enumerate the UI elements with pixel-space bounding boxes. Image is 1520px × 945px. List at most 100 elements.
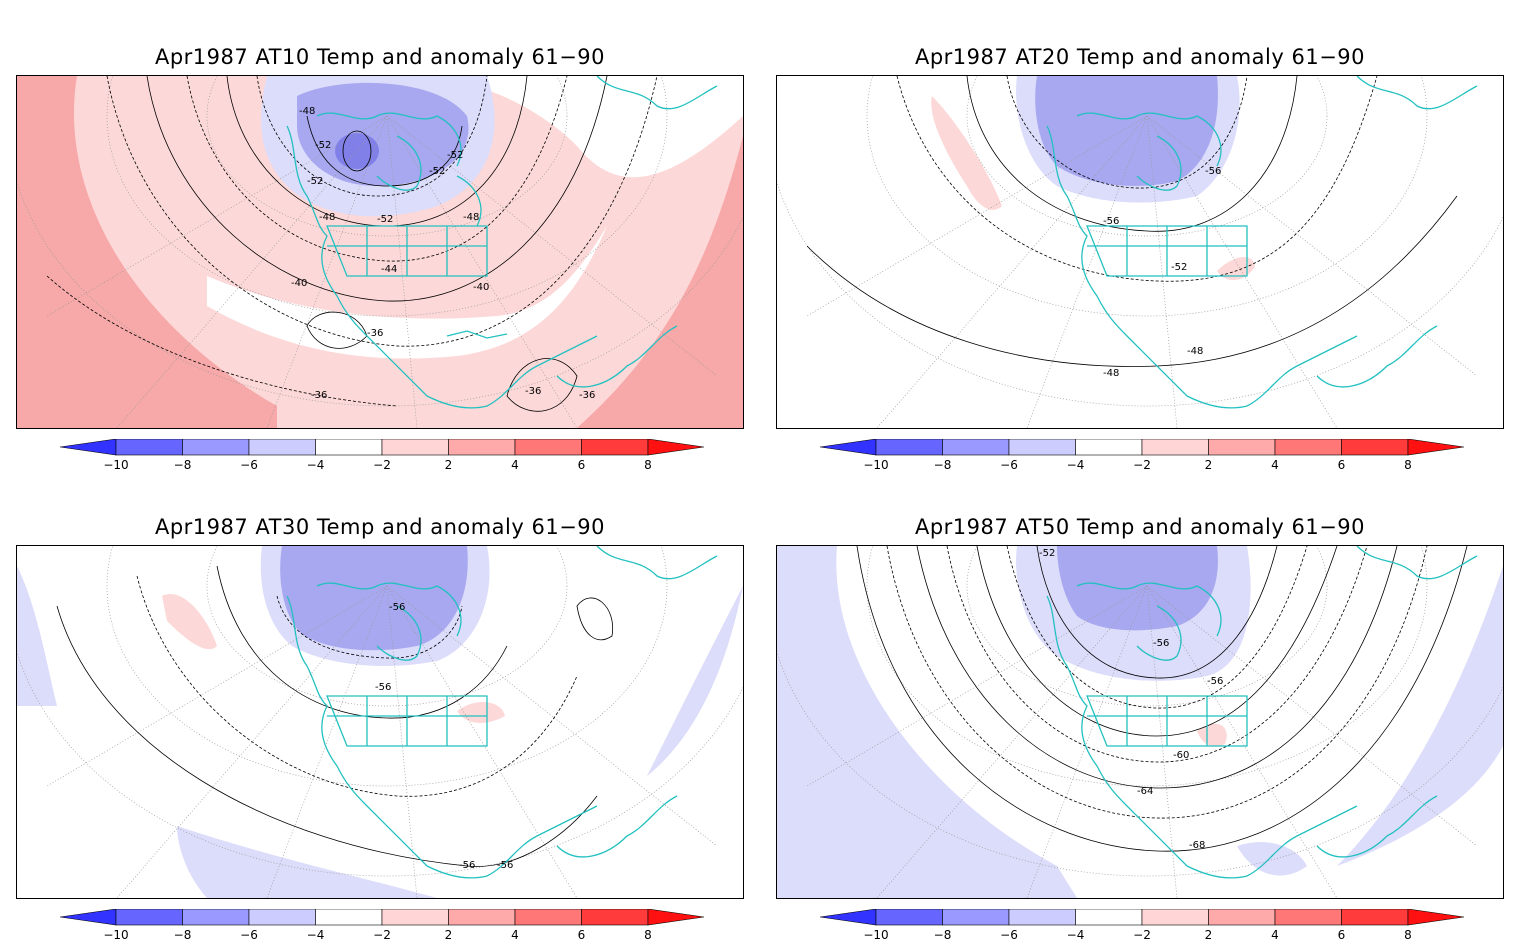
- cold-anomaly-region: [177, 826, 437, 898]
- colorbar-tick-label: 4: [511, 458, 519, 472]
- colorbar-tick-label: 2: [1205, 928, 1213, 942]
- colorbar-swatch: [1274, 439, 1342, 456]
- colorbar-swatch: [820, 909, 877, 926]
- colorbar-swatch: [182, 439, 250, 456]
- coastlines: [1046, 546, 1478, 879]
- map-frame: -48 -52 -52 -52 -52 -48 -52 -48 -44 -40 …: [16, 75, 744, 429]
- colorbar-swatch: [1208, 909, 1276, 926]
- colorbar-tick-label: −6: [240, 928, 258, 942]
- colorbar-swatch: [647, 439, 704, 456]
- warm-anomaly-region: [1217, 256, 1255, 281]
- contour-label: -52: [1039, 548, 1055, 559]
- colorbar-swatch: [1407, 439, 1464, 456]
- contours: [856, 546, 1468, 852]
- contour-label: -60: [1173, 750, 1189, 761]
- colorbar-swatch: [381, 909, 449, 926]
- colorbar: −10−8−6−4−2246810: [820, 909, 1464, 942]
- colorbar-swatches: −10−8−6−4−2246810: [820, 909, 1464, 942]
- colorbar-tick-label: −4: [1067, 928, 1085, 942]
- colorbar-tick-label: 2: [445, 458, 453, 472]
- contour-label: -36: [579, 390, 595, 401]
- contour-label: -68: [1189, 840, 1205, 851]
- colorbar-tick-label: −2: [373, 928, 391, 942]
- colorbar-swatch: [1141, 909, 1209, 926]
- cold-anomaly-region: [1057, 546, 1218, 631]
- contour-label: -52: [315, 140, 331, 151]
- colorbar-tick-label: 2: [1205, 458, 1213, 472]
- contour-label: -36: [525, 386, 541, 397]
- colorbar-tick-label: −6: [1000, 458, 1018, 472]
- colorbar: −10−8−6−4−2246810: [820, 439, 1464, 472]
- contour-label: -56: [459, 860, 475, 871]
- cold-anomaly-region: [1237, 842, 1307, 876]
- panel-title: Apr1987 AT10 Temp and anomaly 61−90: [154, 45, 606, 69]
- colorbar-tick-label: −10: [103, 458, 128, 472]
- colorbar-swatch: [448, 439, 516, 456]
- colorbar-tick-label: −8: [934, 458, 952, 472]
- contour-label: -56: [1205, 166, 1221, 177]
- cold-anomaly-region: [647, 586, 743, 776]
- colorbar-swatch: [942, 909, 1010, 926]
- colorbar-tick-label: −4: [307, 458, 325, 472]
- colorbar-swatch: [581, 439, 649, 456]
- contour-label: -56: [1207, 676, 1223, 687]
- contour-label-group: -56 -56 -52 -48 -48: [1103, 166, 1221, 379]
- colorbar-swatch: [381, 439, 449, 456]
- colorbar-swatch: [182, 909, 250, 926]
- colorbar-tick-label: −6: [240, 458, 258, 472]
- contour-label: -56: [375, 682, 391, 693]
- contour-label: -52: [307, 176, 323, 187]
- colorbar-swatch: [1008, 909, 1076, 926]
- warm-anomaly-band-strong: [17, 76, 277, 428]
- colorbar-tick-label: 4: [511, 928, 519, 942]
- colorbar-tick-label: −6: [1000, 928, 1018, 942]
- warm-anomaly-region: [457, 701, 505, 723]
- colorbar-tick-label: 8: [1404, 928, 1412, 942]
- colorbar: −10−8−6−4−2246810: [60, 439, 704, 472]
- contour-label: -64: [1137, 786, 1153, 797]
- warm-anomaly-region: [1197, 723, 1227, 747]
- colorbar-swatch: [1274, 909, 1342, 926]
- contour-label: -52: [1171, 262, 1187, 273]
- colorbar-tick-label: 6: [578, 458, 586, 472]
- warm-anomaly-region: [162, 594, 217, 650]
- contour-label: -40: [473, 282, 489, 293]
- colorbar-swatch: [514, 439, 582, 456]
- contour-label-group: -52 -56 -56 -60 -64 -68: [1039, 548, 1223, 851]
- map-canvas: -52 -56 -56 -60 -64 -68: [777, 546, 1503, 898]
- contour-label: -44: [381, 264, 397, 275]
- colorbar-swatch: [1008, 439, 1076, 456]
- colorbar-tick-label: 2: [445, 928, 453, 942]
- map-canvas: -48 -52 -52 -52 -52 -48 -52 -48 -44 -40 …: [17, 76, 743, 428]
- graticule: [777, 76, 1503, 428]
- colorbar-swatch: [581, 909, 649, 926]
- colorbar-swatch: [1341, 909, 1409, 926]
- contour-label: -48: [299, 106, 315, 117]
- map-frame: -56 -56 -56 -56: [16, 545, 744, 899]
- colorbar-swatch: [448, 909, 516, 926]
- graticule: [777, 546, 1503, 898]
- coastlines: [286, 76, 718, 409]
- warm-anomaly-band-strong: [577, 136, 743, 428]
- coastlines: [1046, 76, 1478, 409]
- warm-anomaly-band: [17, 76, 743, 428]
- colorbar-tick-label: −8: [174, 928, 192, 942]
- colorbar-tick-label: 6: [578, 928, 586, 942]
- colorbar-swatch: [248, 909, 316, 926]
- colorbar-tick-label: −4: [1067, 458, 1085, 472]
- colorbar-swatch: [514, 909, 582, 926]
- contour-label: -40: [291, 278, 307, 289]
- map-canvas: -56 -56 -56 -56: [17, 546, 743, 898]
- colorbar: −10−8−6−4−2246810: [60, 909, 704, 942]
- cold-anomaly-region: [280, 546, 468, 651]
- colorbar-tick-label: −8: [934, 928, 952, 942]
- colorbar-tick-label: 4: [1271, 458, 1279, 472]
- colorbar-swatch: [1208, 439, 1276, 456]
- colorbar-swatches: −10−8−6−4−2246810: [820, 439, 1464, 472]
- map-frame: -56 -56 -52 -48 -48: [776, 75, 1504, 429]
- colorbar-swatches: −10−8−6−4−2246810: [60, 439, 704, 472]
- colorbar-swatch: [315, 439, 383, 456]
- colorbar-tick-label: 6: [1338, 458, 1346, 472]
- contour-label-group: -56 -56 -56 -56: [375, 602, 513, 871]
- coastlines: [286, 546, 718, 879]
